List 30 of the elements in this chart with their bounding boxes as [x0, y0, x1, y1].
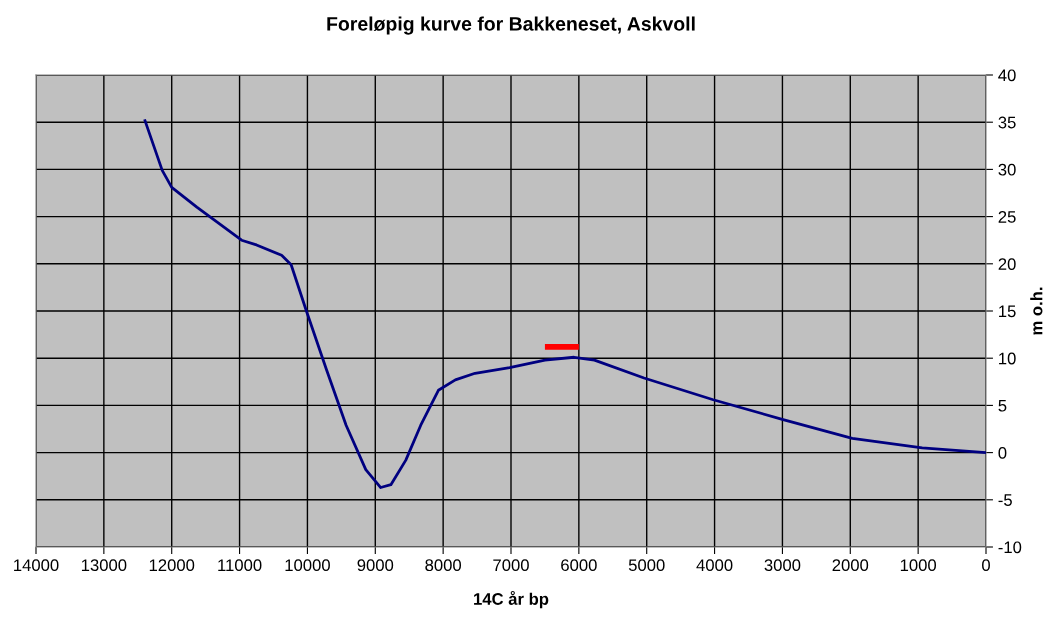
y-tick-label: 35 [998, 116, 1016, 129]
y-tick-label: 15 [999, 305, 1016, 318]
x-tick-label: 13000 [81, 559, 127, 572]
y-axis-title: m o.h. [1030, 287, 1043, 335]
x-tick-label: 14000 [14, 559, 59, 572]
x-tick-label: 7000 [493, 559, 529, 572]
y-tick-label: 40 [998, 69, 1016, 82]
x-tick-label: 11000 [218, 559, 262, 572]
y-tick-label: -10 [998, 541, 1022, 554]
x-tick-label: 9000 [357, 559, 394, 572]
y-tick-label: 30 [998, 163, 1016, 176]
y-tick-label: -5 [998, 494, 1012, 506]
x-tick-label: 5000 [628, 559, 665, 572]
chart-title: Foreløpig kurve for Bakkeneset, Askvoll [327, 16, 695, 35]
x-tick-label: 2000 [832, 559, 869, 572]
y-tick-label: 5 [998, 399, 1007, 412]
x-tick-label: 1000 [900, 559, 937, 572]
x-tick-label: 12000 [149, 559, 195, 572]
x-tick-label: 4000 [696, 559, 733, 572]
y-tick-label: 20 [998, 258, 1016, 270]
x-tick-label: 6000 [561, 559, 597, 572]
y-tick-label: 25 [998, 211, 1016, 223]
y-tick-label: 10 [999, 352, 1016, 365]
x-tick-label: 3000 [764, 559, 801, 572]
x-tick-label: 10000 [285, 559, 330, 572]
x-tick-label: 0 [982, 559, 990, 572]
x-axis-title: 14C år bp [474, 591, 549, 609]
x-tick-label: 8000 [425, 559, 462, 572]
y-tick-label: 0 [998, 447, 1007, 459]
line-series [143, 117, 986, 489]
